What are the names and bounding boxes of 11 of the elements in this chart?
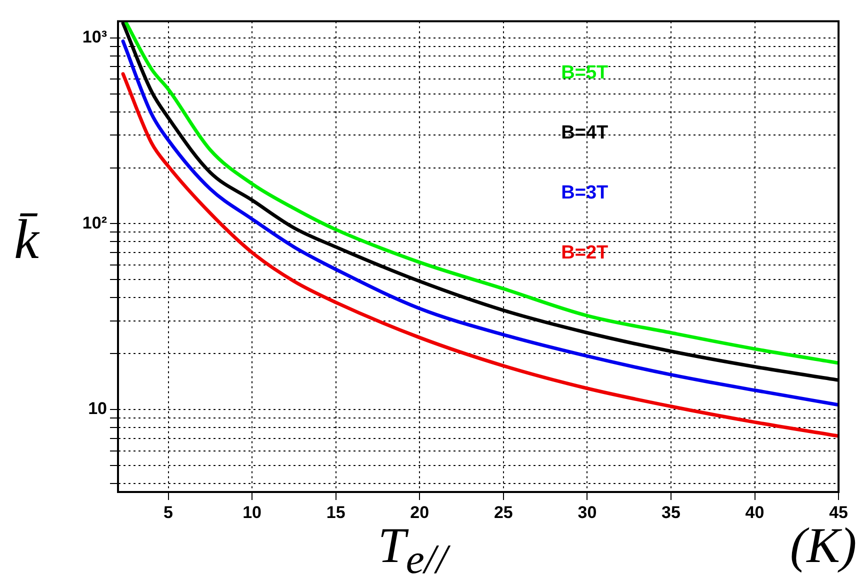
text: B=2T [561,242,609,264]
text: B=4T [561,122,609,144]
y-tick-label: 10² [82,213,108,232]
x-tick-label: 10 [242,502,262,522]
text: B=3T [561,182,609,204]
text: B=5T [561,62,609,84]
y-tick-label: 10 [88,399,107,418]
y-axis-title: k̄ [14,208,39,272]
y-tick-label: 10³ [82,28,108,47]
x-tick-label: 15 [326,502,346,522]
x-tick-label: 5 [164,502,174,522]
